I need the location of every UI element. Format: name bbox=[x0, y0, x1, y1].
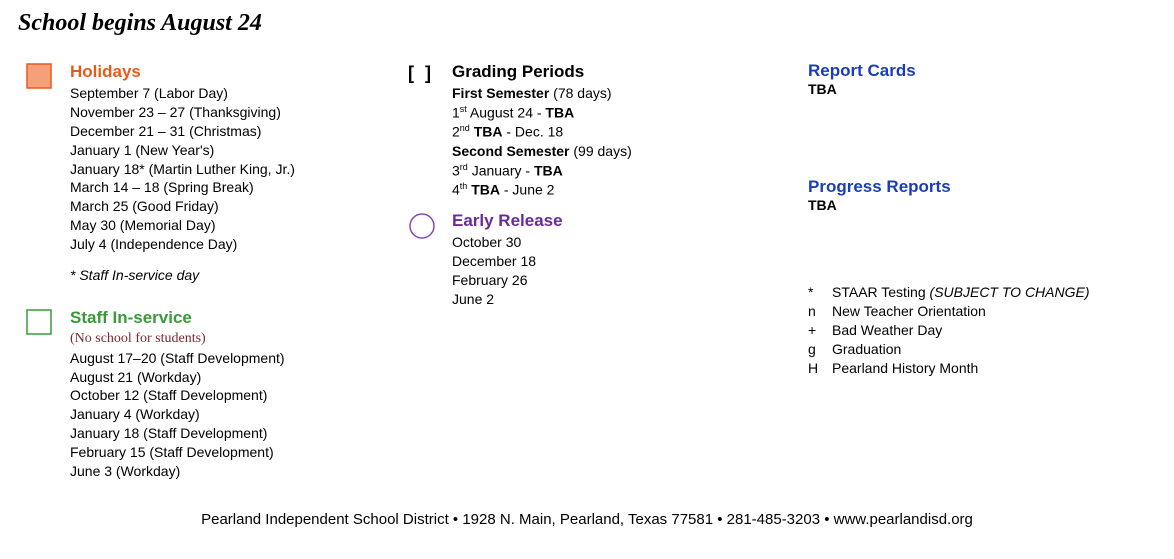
inservice-item: January 4 (Workday) bbox=[70, 405, 408, 424]
inservice-subheading: (No school for students) bbox=[70, 330, 408, 349]
inservice-item: October 12 (Staff Development) bbox=[70, 386, 408, 405]
legend-text: New Teacher Orientation bbox=[832, 302, 1156, 321]
holidays-item: November 23 – 27 (Thanksgiving) bbox=[70, 103, 408, 122]
brackets-icon: [ ] bbox=[408, 63, 434, 84]
legend-text: Bad Weather Day bbox=[832, 321, 1156, 340]
legend-symbol: + bbox=[808, 321, 832, 340]
inservice-heading: Staff In-service bbox=[70, 307, 408, 330]
legend-symbol: * bbox=[808, 283, 832, 302]
early-release-item: October 30 bbox=[452, 233, 788, 252]
report-cards-heading: Report Cards bbox=[808, 61, 1156, 81]
inservice-section: Staff In-service (No school for students… bbox=[26, 307, 408, 481]
inservice-item: August 21 (Workday) bbox=[70, 368, 408, 387]
grading-line: 2nd TBA - Dec. 18 bbox=[452, 122, 788, 142]
legend-row: *STAAR Testing (SUBJECT TO CHANGE) bbox=[808, 283, 1156, 302]
early-release-item: February 26 bbox=[452, 271, 788, 290]
holidays-footnote: * Staff In-service day bbox=[70, 266, 408, 285]
progress-reports-value: TBA bbox=[808, 197, 1156, 213]
grading-line: Second Semester (99 days) bbox=[452, 142, 788, 161]
inservice-item: June 3 (Workday) bbox=[70, 462, 408, 481]
inservice-list: August 17–20 (Staff Development)August 2… bbox=[70, 349, 408, 481]
inservice-item: February 15 (Staff Development) bbox=[70, 443, 408, 462]
holidays-square-icon bbox=[26, 63, 52, 89]
legend-row: HPearland History Month bbox=[808, 359, 1156, 378]
inservice-square-icon bbox=[26, 309, 52, 335]
grading-list: First Semester (78 days)1st August 24 - … bbox=[452, 84, 788, 200]
grading-line: 3rd January - TBA bbox=[452, 161, 788, 181]
inservice-item: January 18 (Staff Development) bbox=[70, 424, 408, 443]
holidays-item: December 21 – 31 (Christmas) bbox=[70, 122, 408, 141]
grading-line: First Semester (78 days) bbox=[452, 84, 788, 103]
holidays-item: July 4 (Independence Day) bbox=[70, 235, 408, 254]
grading-line: 4th TBA - June 2 bbox=[452, 180, 788, 200]
holidays-item: January 18* (Martin Luther King, Jr.) bbox=[70, 160, 408, 179]
page-title: School begins August 24 bbox=[18, 10, 1156, 37]
legend-text: STAAR Testing (SUBJECT TO CHANGE) bbox=[832, 283, 1156, 302]
grading-section: [ ] Grading Periods First Semester (78 d… bbox=[408, 61, 788, 200]
footer: Pearland Independent School District • 1… bbox=[18, 511, 1156, 528]
report-cards-value: TBA bbox=[808, 81, 1156, 97]
early-release-item: December 18 bbox=[452, 252, 788, 271]
legend-symbol: g bbox=[808, 340, 832, 359]
early-release-list: October 30December 18February 26June 2 bbox=[452, 233, 788, 309]
inservice-item: August 17–20 (Staff Development) bbox=[70, 349, 408, 368]
holidays-item: September 7 (Labor Day) bbox=[70, 84, 408, 103]
holidays-heading: Holidays bbox=[70, 61, 408, 84]
holidays-list: September 7 (Labor Day)November 23 – 27 … bbox=[70, 84, 408, 254]
legend-symbol: H bbox=[808, 359, 832, 378]
progress-reports-heading: Progress Reports bbox=[808, 177, 1156, 197]
grading-heading: Grading Periods bbox=[452, 61, 788, 84]
report-cards-section: Report Cards TBA bbox=[808, 61, 1156, 97]
early-release-section: Early Release October 30December 18Febru… bbox=[408, 210, 788, 309]
grading-line: 1st August 24 - TBA bbox=[452, 103, 788, 123]
holidays-item: January 1 (New Year's) bbox=[70, 141, 408, 160]
legend-text: Graduation bbox=[832, 340, 1156, 359]
holidays-item: March 14 – 18 (Spring Break) bbox=[70, 178, 408, 197]
legend-symbol: n bbox=[808, 302, 832, 321]
legend-row: nNew Teacher Orientation bbox=[808, 302, 1156, 321]
legend-row: +Bad Weather Day bbox=[808, 321, 1156, 340]
legend-row: gGraduation bbox=[808, 340, 1156, 359]
early-release-item: June 2 bbox=[452, 290, 788, 309]
legend-text: Pearland History Month bbox=[832, 359, 1156, 378]
holidays-item: May 30 (Memorial Day) bbox=[70, 216, 408, 235]
progress-reports-section: Progress Reports TBA bbox=[808, 177, 1156, 213]
legend: *STAAR Testing (SUBJECT TO CHANGE)nNew T… bbox=[808, 283, 1156, 377]
holidays-section: Holidays September 7 (Labor Day)November… bbox=[26, 61, 408, 297]
holidays-item: March 25 (Good Friday) bbox=[70, 197, 408, 216]
early-release-heading: Early Release bbox=[452, 210, 788, 233]
early-release-circle-icon bbox=[408, 212, 436, 240]
